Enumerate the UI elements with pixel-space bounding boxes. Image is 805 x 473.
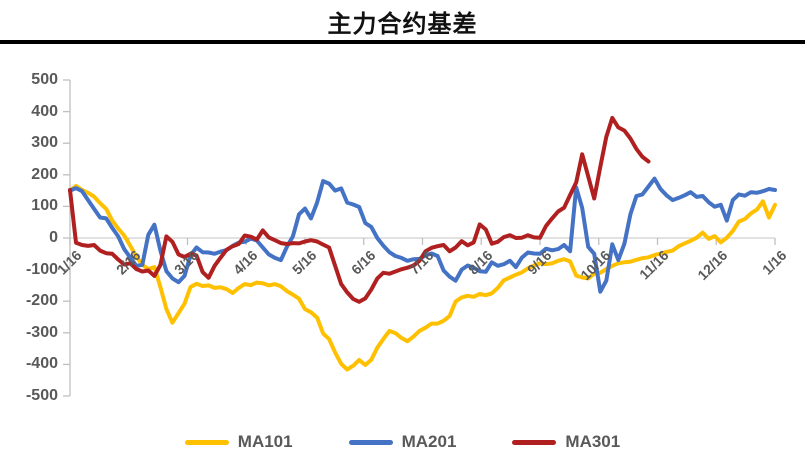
chart-title: 主力合约基差 <box>327 11 478 38</box>
ma301-line <box>68 115 651 304</box>
title-underline-rule <box>0 40 805 44</box>
legend-label: MA201 <box>401 432 457 451</box>
chart-legend: MA101 MA201 MA301 <box>0 432 805 452</box>
legend-line-swatch <box>348 439 393 445</box>
legend-label: MA301 <box>565 432 621 451</box>
legend-item-ma101: MA101 <box>184 432 293 452</box>
legend-line-swatch <box>184 439 229 445</box>
y-axis-tick-label: 500 <box>31 71 58 88</box>
legend-item-ma201: MA201 <box>348 432 457 452</box>
y-axis-tick-label: -100 <box>25 260 58 278</box>
legend-label: MA101 <box>237 432 293 451</box>
y-axis-tick-label: 100 <box>31 197 58 215</box>
y-axis-tick-label: 400 <box>31 102 58 120</box>
legend-line-swatch <box>512 439 557 445</box>
legend-item-ma301: MA301 <box>512 432 620 452</box>
ma201-line <box>68 176 777 294</box>
y-axis-tick-label: 200 <box>31 165 58 183</box>
ma101-line <box>68 183 777 372</box>
y-axis-tick-label: 0 <box>49 229 58 246</box>
y-axis-tick-label: -500 <box>25 387 58 404</box>
y-axis-tick-label: -300 <box>25 323 58 341</box>
y-axis-tick-label: -400 <box>25 355 58 373</box>
y-axis-tick-label: -200 <box>25 292 58 310</box>
y-axis-tick-label: 300 <box>31 134 58 152</box>
